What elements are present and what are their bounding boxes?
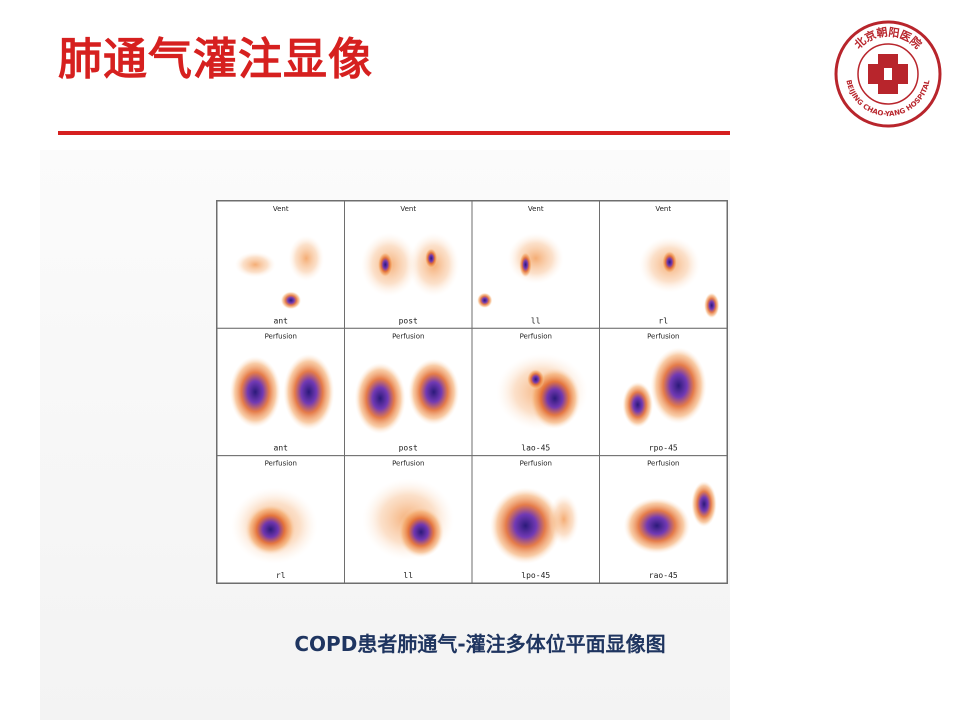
uptake-region: [661, 250, 678, 274]
uptake-region: [526, 369, 545, 390]
scan-panel: Vent ant: [217, 201, 345, 329]
uptake-region: [704, 292, 720, 319]
scan-panel-view: rl: [658, 316, 668, 325]
uptake-region: [398, 506, 444, 558]
scan-panel: Vent post: [344, 201, 473, 329]
scan-panel: Perfusion ant: [217, 327, 345, 457]
scan-panel: Perfusion lao-45: [471, 327, 600, 457]
scan-panel-view: post: [399, 316, 418, 325]
scan-image-grid: Vent ant Vent post Vent ll Vent rl Perfusion ant P…: [216, 200, 728, 584]
slide-title: 肺通气灌注显像: [58, 34, 373, 85]
scan-panel-view: lpo-45: [521, 571, 550, 580]
uptake-region: [280, 291, 302, 310]
scan-panel-view: ll: [531, 316, 541, 325]
scan-panel: Perfusion rl: [217, 455, 345, 583]
scan-panel-label: Vent: [400, 205, 416, 213]
scan-panel-view: lao-45: [521, 444, 550, 453]
scan-panel-label: Vent: [528, 205, 544, 213]
uptake-region: [507, 232, 564, 284]
scan-panel-view: post: [399, 444, 418, 453]
scan-panel-label: Perfusion: [520, 460, 552, 468]
scan-panel: Vent ll: [471, 201, 600, 329]
uptake-region: [283, 353, 335, 431]
uptake-region: [234, 251, 276, 278]
uptake-region: [489, 487, 562, 564]
title-underline: [58, 131, 730, 135]
uptake-region: [408, 358, 460, 426]
uptake-region: [519, 251, 532, 278]
scan-panel: Perfusion rao-45: [599, 455, 727, 583]
scan-panel: Perfusion post: [344, 327, 473, 457]
scan-panel-view: rl: [276, 571, 286, 580]
scan-panel-view: rpo-45: [649, 444, 678, 453]
scan-panel: Perfusion lpo-45: [471, 455, 600, 583]
scan-panel-label: Perfusion: [647, 460, 679, 468]
scan-panel: Perfusion ll: [344, 455, 473, 583]
scan-panel-view: ant: [274, 316, 289, 325]
scan-panel-label: Perfusion: [520, 332, 552, 340]
uptake-region: [229, 356, 281, 428]
hospital-seal-icon: 北京朝阳医院 BEIJING CHAO-YANG HOSPITAL: [834, 20, 942, 128]
uptake-region: [377, 251, 393, 278]
uptake-region: [622, 381, 654, 428]
hospital-logo: 北京朝阳医院 BEIJING CHAO-YANG HOSPITAL: [832, 18, 944, 130]
uptake-region: [245, 504, 297, 555]
figure-caption: COPD患者肺通气-灌注多体位平面显像图: [294, 632, 666, 656]
uptake-region: [424, 248, 438, 269]
uptake-region: [650, 347, 707, 424]
scan-panel-label: Perfusion: [647, 332, 679, 340]
scan-panel-label: Perfusion: [265, 332, 297, 340]
scan-panel-view: rao-45: [649, 571, 678, 580]
uptake-region: [354, 362, 406, 435]
scan-panel-view: ll: [403, 571, 413, 580]
uptake-region: [288, 235, 325, 282]
scan-panel-label: Vent: [655, 205, 671, 213]
uptake-region: [691, 481, 717, 527]
uptake-region: [623, 497, 691, 554]
scan-panel: Perfusion rpo-45: [599, 327, 727, 457]
uptake-region: [548, 493, 580, 545]
scan-panel-label: Perfusion: [265, 460, 297, 468]
scan-panel: Vent rl: [599, 201, 727, 329]
uptake-region: [477, 292, 493, 308]
scan-panel-label: Vent: [273, 205, 289, 213]
scan-panel-label: Perfusion: [392, 332, 424, 340]
scan-panel-label: Perfusion: [392, 460, 424, 468]
scan-panel-view: ant: [274, 444, 289, 453]
